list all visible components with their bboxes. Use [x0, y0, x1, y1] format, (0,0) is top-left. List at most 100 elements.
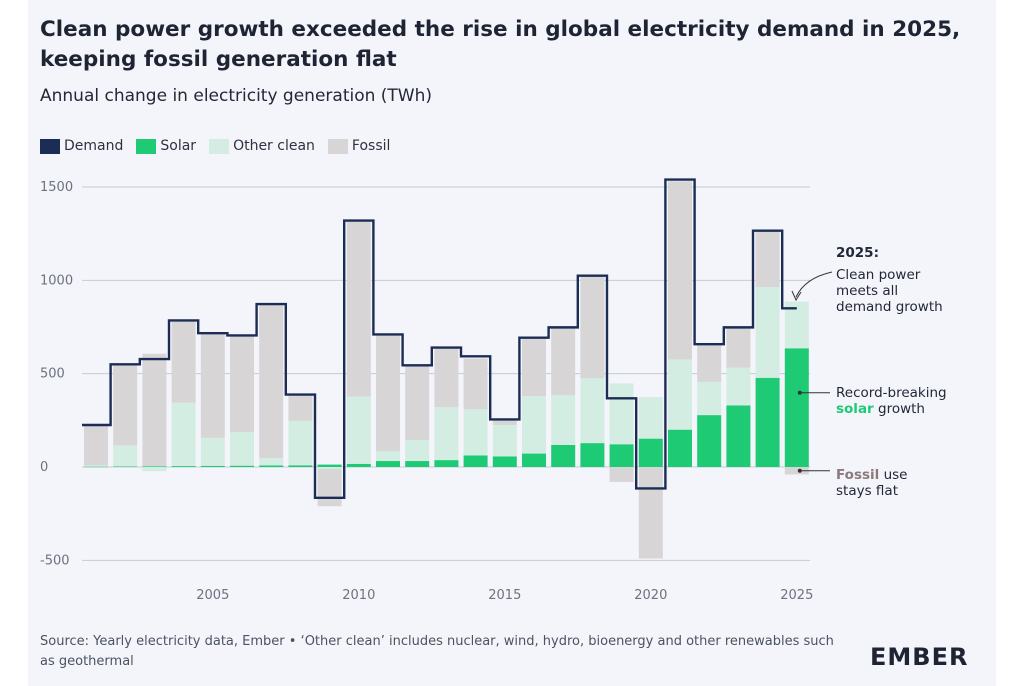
- solar-bar: [200, 465, 225, 467]
- annotation-solar-line1: Record-breaking: [836, 385, 947, 401]
- solar-bar: [755, 377, 780, 467]
- annotation-solar-line2: solar growth: [836, 401, 925, 417]
- y-tick-label: 1500: [40, 180, 73, 195]
- solar-bar: [784, 348, 809, 467]
- y-tick-label: -500: [40, 553, 70, 568]
- solar-bar: [434, 460, 459, 467]
- other-clean-bar: [230, 432, 254, 466]
- fossil-bar: [288, 394, 313, 421]
- fossil-bar: [230, 335, 254, 433]
- fossil-bar: [84, 424, 108, 466]
- fossil-bar: [609, 467, 634, 482]
- fossil-bar: [784, 467, 809, 475]
- fossil-bar: [113, 364, 138, 446]
- solar-bar: [142, 466, 167, 467]
- other-clean-bar: [580, 378, 605, 444]
- legend-label-other-clean: Other clean: [233, 138, 315, 154]
- legend-swatch-solar: [136, 138, 157, 154]
- fossil-bar: [317, 468, 342, 507]
- fossil-bar: [551, 327, 576, 395]
- other-clean-bar: [200, 437, 225, 466]
- solar-bar: [288, 465, 313, 467]
- other-clean-bar: [755, 287, 780, 378]
- fossil-bar: [726, 326, 751, 368]
- other-clean-bar: [726, 367, 751, 406]
- fossil-bar: [638, 467, 663, 559]
- chart-title: Clean power growth exceeded the rise in …: [40, 17, 961, 72]
- solar-bar: [230, 465, 254, 467]
- legend-label-solar: Solar: [160, 138, 197, 154]
- other-clean-bar: [492, 424, 517, 457]
- annotation-solar-rest: growth: [874, 401, 925, 417]
- legend-item-demand: Demand: [40, 138, 123, 154]
- fossil-bar: [142, 353, 167, 467]
- fossil-bar: [259, 304, 284, 459]
- y-tick-label: 1000: [40, 273, 73, 288]
- fossil-bar: [755, 231, 780, 288]
- other-clean-bar: [113, 445, 138, 467]
- annotation-solar-dot: [797, 390, 802, 395]
- solar-bar: [492, 456, 517, 467]
- solar-bar: [580, 443, 605, 467]
- annotation-fossil-dot: [797, 468, 802, 473]
- demand-step-line: [82, 178, 797, 500]
- legend-label-fossil: Fossil: [351, 138, 391, 154]
- legend-swatch-demand: [40, 138, 60, 154]
- solar-bar: [405, 461, 430, 467]
- annotation-fossil-word: Fossil: [836, 467, 879, 483]
- fossil-bar: [668, 181, 692, 360]
- annotation-fossil-line2: stays flat: [836, 483, 898, 499]
- x-tick-label: 2015: [488, 588, 521, 603]
- fossil-bar: [171, 320, 196, 403]
- fossil-bar: [522, 337, 546, 397]
- solar-bar: [668, 429, 692, 467]
- other-clean-bar: [142, 467, 167, 472]
- solar-bar: [346, 463, 371, 467]
- annotation-2025-arrowhead: [791, 290, 802, 302]
- fossil-bar: [200, 332, 225, 438]
- legend-swatch-fossil: [327, 138, 348, 154]
- fossil-bar: [492, 419, 517, 425]
- annotation-fossil-line1: Fossil use: [836, 467, 907, 483]
- other-clean-bar: [463, 409, 488, 456]
- other-clean-bar: [522, 396, 546, 454]
- other-clean-bar: [551, 394, 576, 445]
- annotation-solar-word: solar: [836, 401, 874, 417]
- other-clean-bar: [317, 467, 342, 469]
- annotation-2025-line2: meets all: [836, 283, 898, 299]
- legend-label-demand: Demand: [64, 138, 124, 154]
- solar-bar: [171, 466, 196, 467]
- other-clean-bar: [434, 407, 459, 461]
- y-tick-label: 0: [40, 460, 48, 475]
- other-clean-bar: [84, 465, 108, 467]
- solar-bar: [697, 415, 722, 467]
- annotation-2025-line3: demand growth: [836, 299, 943, 315]
- ember-logo: EMBER: [870, 643, 969, 671]
- other-clean-bar: [259, 458, 284, 466]
- legend-item-fossil: Fossil: [327, 138, 391, 154]
- legend: Demand Solar Other clean Fossil: [40, 138, 403, 154]
- fossil-bar: [463, 358, 488, 410]
- fossil-bar: [434, 347, 459, 408]
- annotation-2025-pointer: [795, 271, 833, 298]
- x-tick-label: 2005: [196, 588, 229, 603]
- solar-bar: [638, 438, 663, 467]
- annotation-layer: 2025: Clean power meets all demand growt…: [791, 245, 947, 499]
- annotation-2025-title: 2025:: [836, 245, 879, 261]
- other-clean-bar: [288, 420, 313, 466]
- fossil-bar: [405, 365, 430, 441]
- y-tick-label: 500: [40, 367, 65, 382]
- solar-bar: [113, 466, 138, 467]
- annotation-2025-line1: Clean power: [836, 267, 921, 283]
- other-clean-bar: [171, 402, 196, 467]
- source-note: Source: Yearly electricity data, Ember •…: [40, 634, 834, 669]
- x-tick-label: 2025: [780, 588, 813, 603]
- annotation-fossil-rest: use: [879, 467, 907, 483]
- solar-bar: [317, 464, 342, 467]
- solar-bar: [609, 444, 634, 467]
- fossil-bar: [346, 220, 371, 397]
- x-tick-label: 2010: [342, 588, 375, 603]
- other-clean-bar: [376, 451, 400, 462]
- fossil-bar: [376, 334, 400, 452]
- bars-layer: [84, 181, 809, 559]
